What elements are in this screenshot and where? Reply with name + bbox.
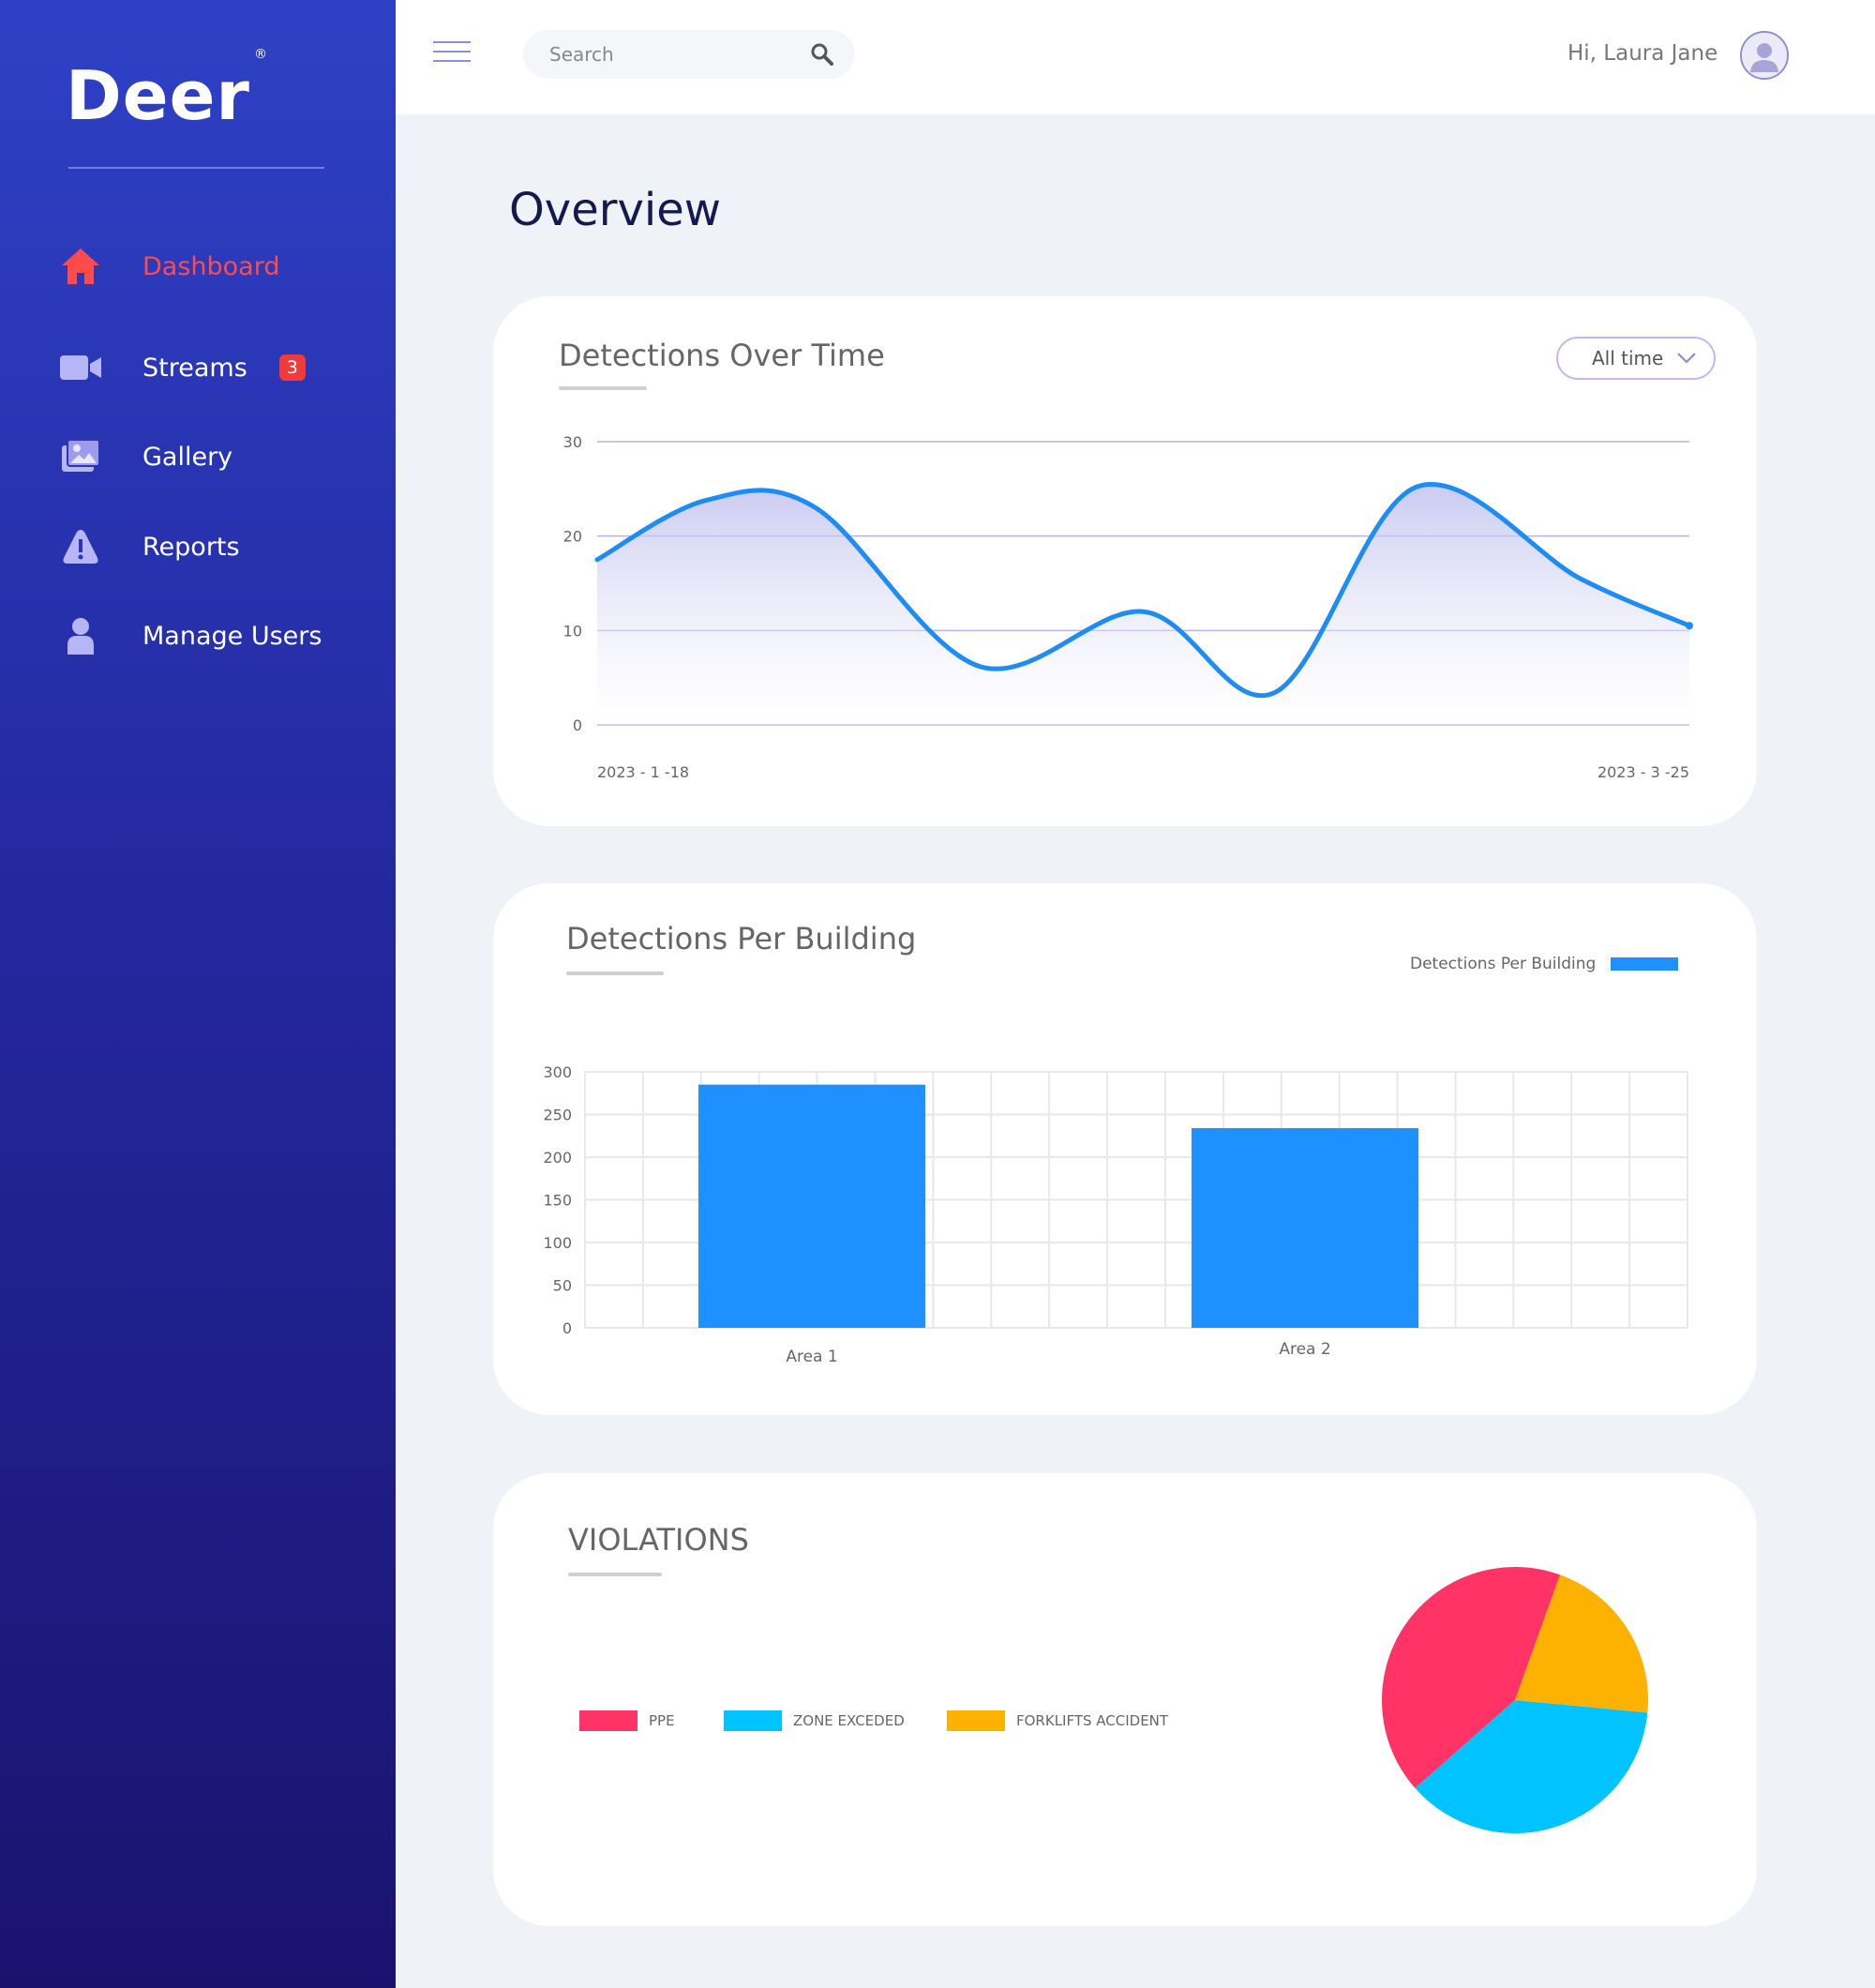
hamburger-menu-icon[interactable] [433,41,471,66]
legend-label: PPE [649,1712,675,1729]
x-end-label: 2023 - 3 -25 [1598,763,1689,781]
gallery-icon [60,436,101,477]
page-title: Overview [509,184,721,236]
detections-line-chart: 0 10 20 30 2023 - 1 -18 2023 - 3 -25 [563,433,1693,781]
user-greeting: Hi, Laura Jane [1568,41,1718,66]
detections-per-building-card: Detections Per Building Detections Per B… [493,883,1757,1415]
title-underline [566,971,664,975]
y-tick-label: 30 [563,433,582,451]
violations-card: VIOLATIONS PPE ZONE EXCEDED FORKLIFTS AC… [493,1473,1757,1926]
legend-label: ZONE EXCEDED [793,1712,905,1729]
area-fill [597,484,1689,725]
sidebar-item-label: Streams [142,353,248,383]
time-range-value: All time [1592,347,1664,369]
bar [1192,1128,1418,1328]
video-camera-icon [60,347,101,388]
legend-label: Detections Per Building [1410,955,1597,973]
user-icon [60,615,101,656]
sidebar-item-streams[interactable]: Streams 3 [60,347,306,388]
warning-icon [60,526,101,567]
search-bar [523,30,855,79]
legend-swatch [947,1710,1005,1731]
y-tick-label: 10 [563,622,582,640]
sidebar-divider [68,167,324,169]
end-point [1686,622,1693,630]
legend-swatch [1611,957,1679,971]
y-tick-label: 0 [573,716,582,734]
sidebar-item-label: Dashboard [142,251,280,281]
series-line [594,482,1692,699]
legend-item-zone-exceded: ZONE EXCEDED [724,1710,905,1731]
legend-label: FORKLIFTS ACCIDENT [1016,1712,1169,1729]
x-tick-label: Area 1 [786,1348,837,1366]
legend-swatch [724,1710,782,1731]
y-tick-label: 200 [543,1149,572,1167]
home-icon [60,246,101,287]
detections-bar-chart: 0 50 100 150 200 250 300 Area 1 Area 2 [543,1063,1688,1366]
search-icon[interactable] [810,42,834,67]
top-header: Hi, Laura Jane [396,0,1875,114]
y-tick-label: 50 [553,1277,572,1295]
y-tick-label: 0 [562,1319,572,1337]
app-logo[interactable]: Deer® [66,47,268,135]
x-start-label: 2023 - 1 -18 [597,763,689,781]
y-tick-label: 20 [563,528,582,546]
user-avatar-icon [1742,33,1787,78]
legend-swatch [579,1710,638,1731]
title-underline [559,386,647,390]
sidebar-item-gallery[interactable]: Gallery [60,436,232,477]
card-title: Detections Over Time [559,338,885,373]
chevron-down-icon [1677,353,1696,364]
sidebar-item-reports[interactable]: Reports [60,526,240,567]
detections-over-time-card: Detections Over Time All time 0 10 20 30 202… [493,296,1757,826]
avatar[interactable] [1740,31,1789,80]
sidebar-item-dashboard[interactable]: Dashboard [60,246,279,287]
y-tick-label: 150 [543,1192,572,1210]
pie-slice [1415,1700,1648,1833]
y-tick-label: 300 [543,1063,572,1081]
card-title: VIOLATIONS [568,1522,749,1558]
time-range-dropdown[interactable]: All time [1556,337,1716,380]
card-title: Detections Per Building [566,921,917,956]
legend-item-forklifts-accident: FORKLIFTS ACCIDENT [947,1710,1168,1731]
bar-legend: Detections Per Building [1410,955,1679,973]
streams-count-badge: 3 [278,354,306,381]
y-tick-label: 100 [543,1234,572,1252]
sidebar: Deer® Dashboard Streams 3 Gallery Report… [0,0,396,1988]
sidebar-item-label: Gallery [142,442,233,472]
sidebar-item-label: Reports [142,532,240,562]
y-tick-label: 250 [543,1107,572,1124]
x-tick-label: Area 2 [1279,1340,1330,1359]
sidebar-item-manage-users[interactable]: Manage Users [60,615,322,656]
pie-slice [1515,1574,1648,1713]
sidebar-item-label: Manage Users [142,621,322,651]
legend-item-ppe: PPE [579,1710,675,1731]
violations-pie-chart [1382,1567,1648,1833]
bar [698,1084,925,1328]
pie-slice [1382,1567,1561,1788]
search-input[interactable] [549,30,793,79]
title-underline [568,1573,662,1576]
